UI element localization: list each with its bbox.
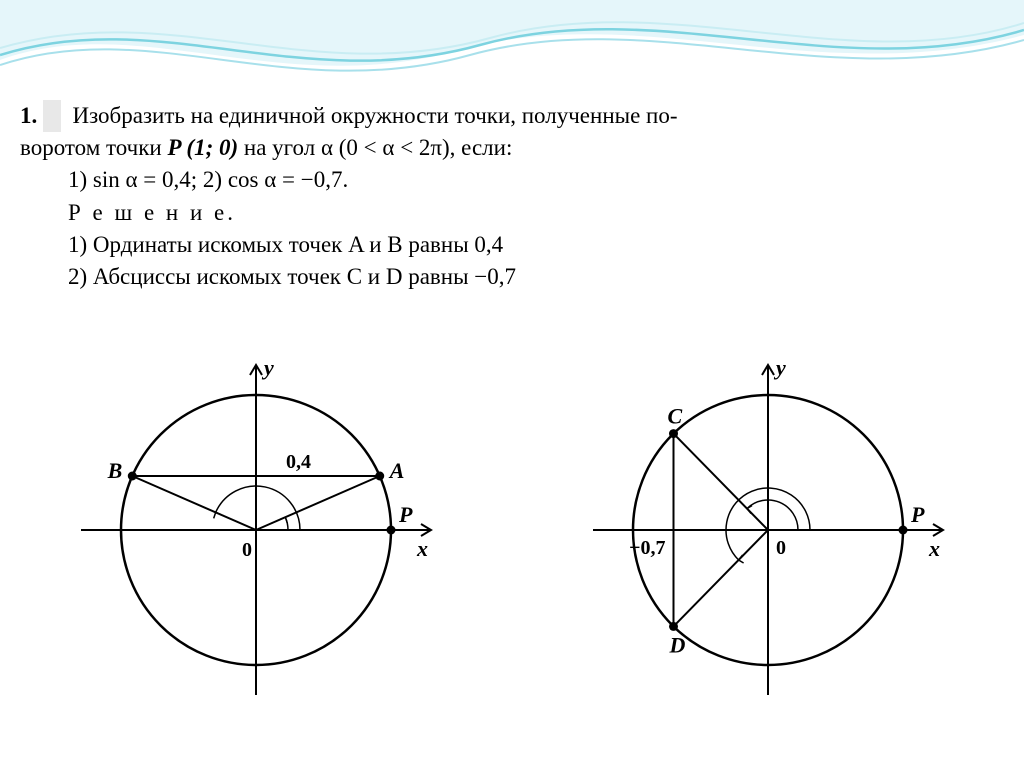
solution-line-2: 2) Абсциссы искомых точек C и D равны −0… bbox=[68, 261, 1004, 293]
problem-number: 1. bbox=[20, 103, 37, 128]
problem-line1a: Изобразить на единичной окружности точки… bbox=[73, 103, 678, 128]
svg-text:D: D bbox=[669, 632, 686, 657]
point-p-text: P (1; 0) bbox=[167, 135, 238, 160]
svg-text:x: x bbox=[416, 536, 428, 561]
problem-line1b: воротом точки bbox=[20, 135, 167, 160]
diagram-1: y x 0 PA B 0,4 bbox=[46, 330, 466, 730]
svg-text:y: y bbox=[773, 355, 786, 380]
wave-header-decoration bbox=[0, 0, 1024, 95]
svg-text:P: P bbox=[398, 502, 413, 527]
svg-text:−0,7: −0,7 bbox=[629, 537, 665, 559]
number-box-icon bbox=[43, 100, 61, 132]
problem-tasks: 1) sin α = 0,4; 2) cos α = −0,7. bbox=[68, 164, 1004, 196]
svg-text:A: A bbox=[388, 458, 405, 483]
svg-text:0,4: 0,4 bbox=[286, 451, 311, 473]
svg-text:B: B bbox=[107, 458, 123, 483]
solution-line-1: 1) Ординаты искомых точек A и B равны 0,… bbox=[68, 229, 1004, 261]
problem-line1c: на угол α (0 < α < 2π), если: bbox=[244, 135, 512, 160]
slide-root: 1. Изобразить на единичной окружности то… bbox=[0, 0, 1024, 767]
svg-text:C: C bbox=[668, 404, 683, 429]
svg-text:0: 0 bbox=[242, 539, 252, 561]
solution-header: Р е ш е н и е. bbox=[68, 197, 1004, 229]
svg-text:P: P bbox=[910, 502, 925, 527]
diagram-2: y x 0 P C D −0,7 bbox=[558, 330, 978, 730]
svg-text:y: y bbox=[261, 355, 274, 380]
diagrams-row: yx0PAB0,4 yx0PCD−0,7 bbox=[0, 320, 1024, 740]
svg-text:0: 0 bbox=[776, 537, 786, 559]
svg-text:x: x bbox=[928, 536, 940, 561]
problem-text: 1. Изобразить на единичной окружности то… bbox=[20, 100, 1004, 293]
